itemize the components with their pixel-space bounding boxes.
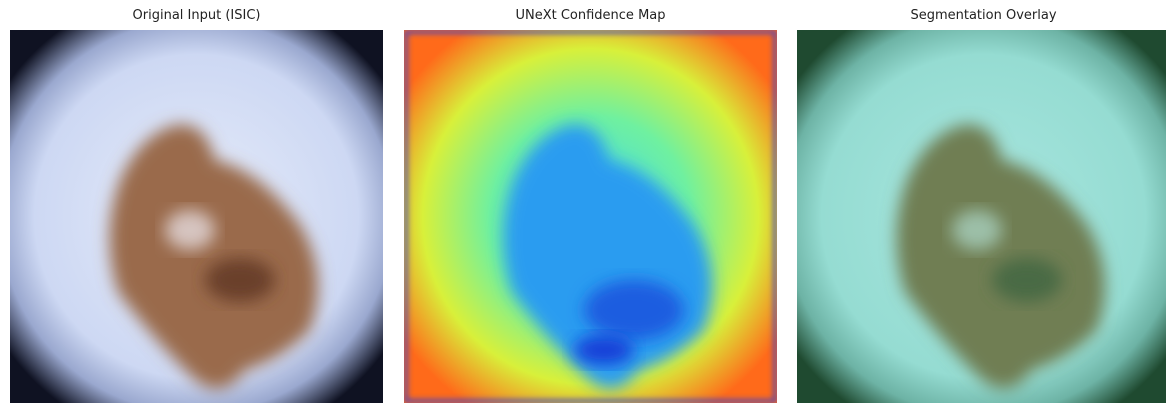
panel: UNeXt Confidence Map [404, 0, 777, 403]
input-image [10, 30, 383, 403]
panel-title: UNeXt Confidence Map [404, 8, 777, 23]
panel: Segmentation Overlay [797, 0, 1166, 403]
figure: Original Input (ISIC) UNeXt Confidence M… [0, 0, 1166, 403]
confidence-map [404, 30, 777, 403]
overlay-image [797, 30, 1166, 403]
panel-title: Segmentation Overlay [797, 8, 1166, 23]
panel: Original Input (ISIC) [10, 0, 383, 403]
panel-title: Original Input (ISIC) [10, 8, 383, 23]
